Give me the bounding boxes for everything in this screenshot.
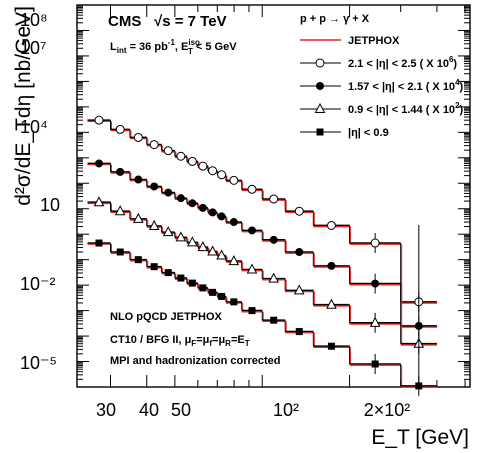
energy-label: √s = 7 TeV — [154, 13, 227, 30]
legend-series-marker — [316, 82, 324, 90]
legend-series-4-label: |η| < 0.9 — [348, 127, 389, 139]
data-point — [164, 188, 173, 197]
data-point — [207, 245, 218, 256]
data-point — [148, 219, 160, 230]
luminosity-label: Lint = 36 pb-1, Eiso T < 5 GeV — [110, 38, 237, 56]
data-point — [162, 226, 174, 237]
data-point — [247, 226, 256, 235]
data-point — [371, 279, 380, 288]
data-point — [94, 115, 104, 125]
data-point — [150, 263, 158, 271]
data-point — [208, 166, 218, 176]
legend-series-3-label: 0.9 < |η| < 1.44 ( X 102) — [348, 101, 464, 116]
ytick-label: 10⁻⁵ — [20, 353, 57, 373]
theory-note-3: MPI and hadronization corrected — [110, 355, 281, 367]
data-point — [163, 146, 173, 156]
data-point — [198, 161, 208, 171]
xtick-label: 30 — [96, 400, 116, 420]
data-point — [327, 261, 336, 270]
data-point — [293, 284, 305, 295]
data-point — [134, 256, 142, 264]
data-point — [93, 196, 105, 207]
data-point — [229, 175, 239, 185]
data-point — [370, 238, 380, 248]
x-axis-title: E_T [GeV] — [371, 426, 469, 449]
data-point — [150, 182, 159, 191]
data-point — [270, 316, 278, 324]
data-point — [326, 220, 336, 230]
legend-theory-label: JETPHOX — [348, 35, 400, 47]
data-point — [209, 288, 217, 296]
data-point — [371, 360, 379, 368]
data-point — [164, 269, 172, 277]
data-point — [132, 212, 144, 223]
data-point — [295, 248, 304, 257]
legend-series-marker — [314, 102, 326, 113]
data-point — [176, 194, 185, 203]
data-point — [94, 159, 103, 168]
data-point — [369, 316, 381, 327]
data-point — [176, 151, 186, 161]
data-point — [248, 307, 256, 315]
data-point — [217, 212, 226, 221]
xtick-label: 50 — [171, 400, 191, 420]
data-point — [295, 328, 303, 336]
data-point — [199, 284, 207, 292]
data-point — [188, 279, 196, 287]
data-point — [116, 248, 124, 256]
legend-series-2-label: 1.57 < |η| < 2.1 ( X 104) — [348, 78, 464, 93]
data-point — [133, 132, 143, 142]
data-point — [114, 205, 126, 216]
data-point — [269, 194, 279, 204]
data-point — [134, 175, 143, 184]
data-point — [246, 263, 258, 274]
theory-histograms — [87, 119, 437, 388]
process-label: p + p → γ + X — [300, 13, 370, 25]
xtick-label: 40 — [139, 400, 159, 420]
data-point — [116, 167, 125, 176]
data-point — [294, 206, 304, 216]
ytick-label: 10⁸ — [20, 10, 48, 30]
data-point — [197, 241, 209, 252]
data-point — [230, 298, 238, 306]
ytick-label: 10⁻² — [20, 274, 56, 294]
axis-ticks — [77, 5, 470, 388]
xtick-label: 2×10² — [364, 400, 411, 420]
theory-note-2: CT10 / BFG II, μF=μf=μR=ET — [110, 334, 250, 348]
data-point — [216, 249, 227, 260]
data-point — [188, 199, 197, 208]
legend-series-1-label: 2.1 < |η| < 2.5 ( X 106) — [348, 55, 457, 70]
data-point — [198, 203, 207, 212]
data-points — [93, 115, 425, 396]
legend: p + p → γ + X JETPHOX 2.1 < |η| < 2.5 ( … — [300, 13, 464, 139]
data-point — [268, 272, 280, 283]
ytick-label: 10⁴ — [20, 117, 48, 137]
data-point — [327, 342, 335, 350]
ytick-label: 10⁷ — [20, 38, 47, 58]
legend-series-marker — [316, 128, 324, 136]
data-point — [217, 170, 227, 180]
data-point — [115, 124, 125, 134]
plot-frame — [76, 4, 471, 388]
data-point — [149, 140, 159, 150]
data-point — [218, 292, 226, 300]
data-point — [95, 239, 103, 247]
data-point — [326, 298, 337, 309]
data-point — [229, 218, 238, 227]
y-axis-title: d²σ/dE_Tdη [nb/GeV] — [12, 6, 35, 206]
data-point — [247, 184, 257, 194]
ytick-label: 10 — [40, 195, 60, 215]
data-point — [269, 235, 278, 244]
xtick-label: 10² — [273, 400, 299, 420]
data-point — [187, 236, 198, 247]
data-point — [228, 255, 240, 266]
data-point — [208, 208, 217, 217]
legend-series-marker — [315, 58, 325, 68]
experiment-label: CMS — [108, 13, 141, 30]
data-point — [187, 156, 197, 166]
theory-note-1: NLO pQCD JETPHOX — [110, 311, 223, 323]
data-point — [177, 274, 185, 282]
data-point — [175, 231, 187, 242]
